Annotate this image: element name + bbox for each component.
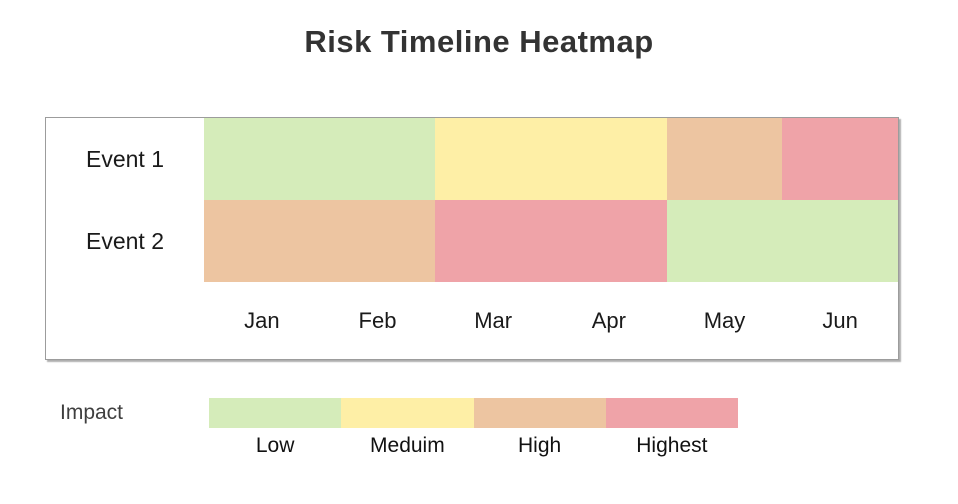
heatmap-cell-event-1-may	[666, 118, 783, 200]
legend-swatch-meduim	[341, 398, 474, 428]
axis-corner-spacer	[46, 282, 204, 359]
heatmap-cell-event-1-feb	[319, 118, 436, 200]
heatmap-cell-event-2-apr	[550, 200, 667, 282]
legend-entry-labels: Low Meduim High Highest	[209, 434, 738, 458]
heatmap-grid: Event 1 Event 2 Jan Feb Mar Apr May Jun	[46, 118, 898, 359]
heatmap-cell-event-1-jun	[782, 118, 898, 200]
legend-swatch-highest	[605, 398, 738, 428]
heatmap-cell-event-2-jan	[204, 200, 320, 282]
legend-title: Impact	[60, 401, 124, 424]
heatmap-cell-event-1-apr	[550, 118, 667, 200]
legend-color-bar	[209, 398, 738, 428]
heatmap-cell-event-2-mar	[435, 200, 551, 282]
legend-swatch-high	[473, 398, 606, 428]
x-axis-label-may: May	[666, 282, 783, 359]
legend-label-meduim: Meduim	[370, 434, 445, 457]
x-axis-label-apr: Apr	[550, 282, 667, 359]
heatmap-cell-event-2-jun	[782, 200, 898, 282]
row-label-event-2: Event 2	[46, 200, 204, 282]
heatmap-cell-event-1-mar	[435, 118, 551, 200]
heatmap-panel: Event 1 Event 2 Jan Feb Mar Apr May Jun	[45, 117, 899, 360]
heatmap-cell-event-2-may	[666, 200, 783, 282]
chart-title: Risk Timeline Heatmap	[304, 24, 654, 59]
x-axis-label-feb: Feb	[319, 282, 436, 359]
x-axis-label-jan: Jan	[204, 282, 320, 359]
x-axis-label-mar: Mar	[435, 282, 551, 359]
x-axis-label-jun: Jun	[782, 282, 898, 359]
legend-label-highest: Highest	[636, 434, 708, 457]
legend-swatch-low	[209, 398, 342, 428]
heatmap-cell-event-2-feb	[319, 200, 436, 282]
legend-label-high: High	[518, 434, 562, 457]
row-label-event-1: Event 1	[46, 118, 204, 200]
legend-label-low: Low	[255, 434, 295, 457]
heatmap-cell-event-1-jan	[204, 118, 320, 200]
